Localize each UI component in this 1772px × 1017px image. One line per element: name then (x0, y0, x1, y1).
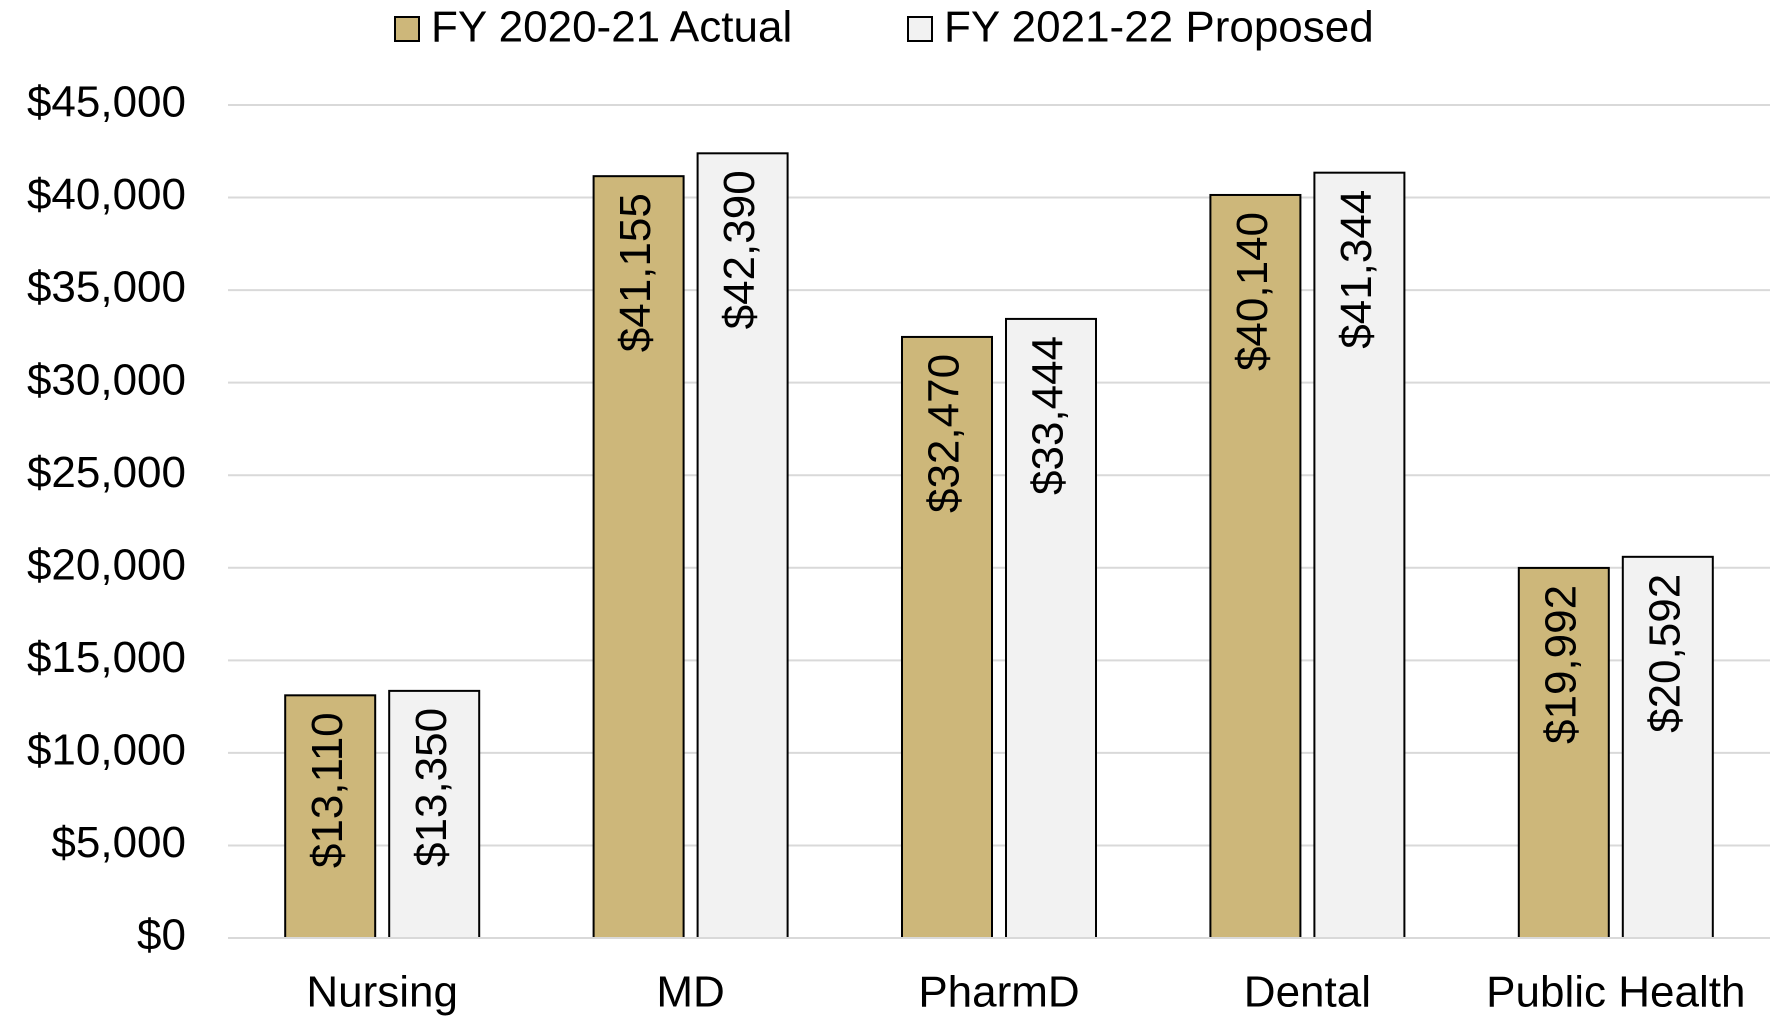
legend-label: FY 2021-22 Proposed (944, 3, 1374, 52)
y-tick-label: $5,000 (51, 818, 186, 867)
legend-swatch (907, 16, 933, 42)
bar (1313, 171, 1406, 939)
x-tick-label: PharmD (918, 968, 1079, 1017)
bar (388, 689, 481, 939)
bar (284, 694, 377, 939)
data-label: $33,444 (1024, 336, 1073, 495)
y-tick-label: $30,000 (27, 355, 186, 404)
data-label: $42,390 (715, 170, 764, 329)
bar (901, 335, 993, 939)
y-tick-label: $10,000 (27, 726, 186, 775)
y-tick-label: $35,000 (27, 263, 186, 312)
bar (1005, 317, 1097, 939)
x-tick-label: Nursing (306, 968, 458, 1017)
legend-swatch (394, 16, 420, 42)
bar (1621, 555, 1714, 939)
bar (1209, 193, 1302, 940)
y-tick-label: $0 (137, 911, 186, 960)
y-tick-label: $45,000 (27, 78, 186, 127)
x-tick-label: Dental (1244, 968, 1371, 1017)
y-tick-label: $40,000 (27, 170, 186, 219)
x-tick-label: MD (656, 968, 724, 1017)
bar (1517, 566, 1610, 939)
y-tick-label: $25,000 (27, 448, 186, 497)
data-label: $20,592 (1640, 574, 1689, 733)
data-label: $13,110 (303, 712, 352, 868)
data-label: $41,344 (1332, 190, 1381, 349)
bar (696, 152, 789, 939)
data-label: $19,992 (1536, 585, 1585, 744)
data-label: $41,155 (611, 193, 660, 352)
y-tick-label: $15,000 (27, 633, 186, 682)
legend-label: FY 2020-21 Actual (431, 3, 792, 52)
data-label: $13,350 (407, 708, 456, 867)
y-tick-label: $20,000 (27, 540, 186, 589)
x-tick-label: Public Health (1486, 968, 1745, 1017)
data-label: $40,140 (1228, 212, 1277, 371)
data-label: $32,470 (920, 354, 969, 513)
